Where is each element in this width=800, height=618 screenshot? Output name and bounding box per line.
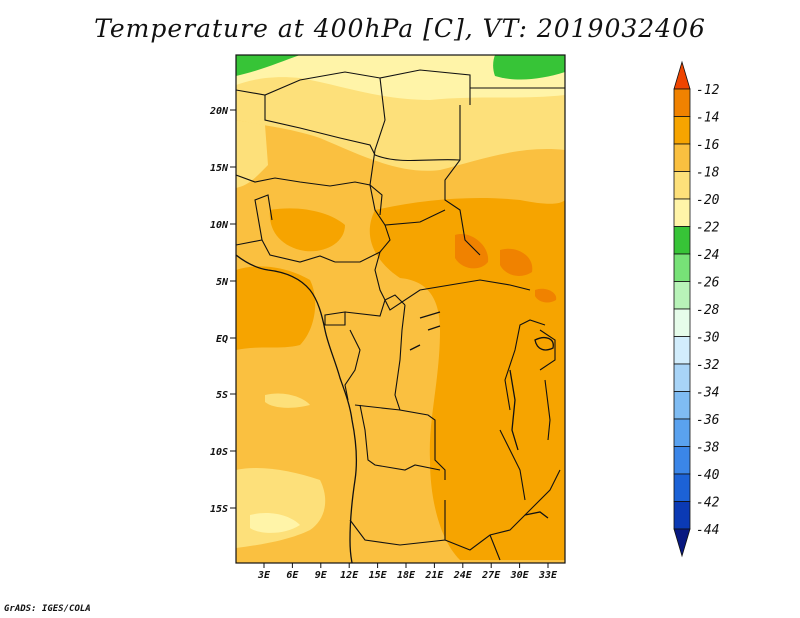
colorbar-label: -38	[696, 441, 720, 456]
coastline	[236, 254, 554, 563]
colorbar-top-arrow	[673, 60, 691, 90]
temperature-field	[236, 55, 565, 563]
colorbar-label: -16	[696, 138, 720, 153]
lat-label: 15N	[210, 163, 229, 174]
colorbar-segment	[673, 171, 691, 200]
lon-label: 15E	[369, 570, 388, 581]
lon-label: 21E	[424, 570, 444, 581]
lat-label: 15S	[210, 504, 228, 515]
colorbar-label: -28	[696, 303, 720, 318]
colorbar-label: -14	[696, 111, 719, 126]
colorbar-segment	[673, 391, 691, 420]
colorbar-segment	[673, 446, 691, 475]
lat-label: 5N	[216, 277, 229, 288]
colorbar-label: -40	[696, 468, 720, 483]
colorbar-bottom-arrow	[673, 528, 691, 558]
colorbar-label: -18	[696, 166, 720, 181]
colorbar-segment	[673, 116, 691, 145]
colorbar-segment	[673, 501, 691, 530]
colorbar-label: -34	[696, 386, 719, 401]
lon-label: 30E	[510, 570, 530, 581]
colorbar-label: -26	[696, 276, 720, 291]
longitude-axis: 3E 6E 9E 12E 15E 18E 21E 24E 27E 30E 33E	[257, 563, 558, 581]
colorbar-label: -22	[696, 221, 720, 236]
country-borders	[236, 69, 565, 561]
colorbar-segment	[673, 226, 691, 255]
lon-label: 9E	[315, 570, 328, 581]
colorbar-segment	[673, 281, 691, 310]
colorbar-segment	[673, 418, 691, 447]
lon-label: 27E	[481, 570, 501, 581]
colorbar-label: -12	[696, 83, 720, 98]
colorbar-label: -30	[696, 331, 720, 346]
colorbar-segment	[673, 363, 691, 392]
lon-label: 3E	[257, 570, 271, 581]
lon-label: 6E	[286, 570, 299, 581]
lat-label: 20N	[209, 106, 229, 117]
map-frame	[235, 54, 566, 564]
colorbar-segment	[673, 308, 691, 337]
latitude-axis: 20N 15N 10N 5N EQ 5S 10S 15S	[209, 106, 236, 515]
colorbar-segment	[673, 198, 691, 227]
lon-label: 12E	[340, 570, 359, 581]
lat-label: 10S	[210, 447, 228, 458]
lon-label: 18E	[397, 570, 416, 581]
colorbar-label: -36	[696, 413, 720, 428]
colorbar-segment	[673, 336, 691, 365]
colorbar-label: -44	[696, 523, 719, 538]
lat-label: 10N	[210, 220, 229, 231]
colorbar-label: -24	[696, 248, 719, 263]
colorbar-segment	[673, 143, 691, 172]
colorbar-segment	[673, 473, 691, 502]
lat-label: EQ	[216, 334, 228, 345]
colorbar-label: -32	[696, 358, 720, 373]
map-title: Temperature at 400hPa [C], VT: 201903240…	[94, 14, 706, 43]
lon-label: 24E	[453, 570, 473, 581]
colorbar-segment	[673, 253, 691, 282]
lat-label: 5S	[216, 390, 228, 401]
grads-credit: GrADS: IGES/COLA	[4, 604, 91, 614]
colorbar: -12 -14 -16 -18 -20 -22 -24 -26 -28 -30 -32 -34 -36 -…	[673, 60, 720, 558]
lon-label: 33E	[538, 570, 558, 581]
colorbar-label: -20	[696, 193, 720, 208]
colorbar-label: -42	[696, 496, 720, 511]
colorbar-segment	[673, 88, 691, 117]
